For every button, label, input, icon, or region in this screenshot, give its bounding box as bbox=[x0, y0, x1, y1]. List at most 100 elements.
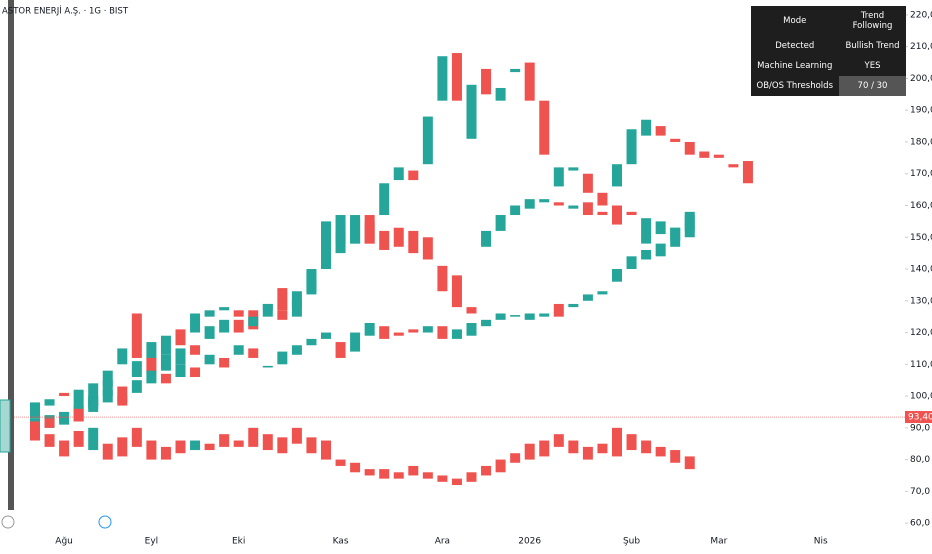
candle bbox=[510, 453, 521, 463]
candle bbox=[131, 380, 142, 393]
y-tick-label: 160,0 bbox=[910, 201, 932, 211]
x-tick-label: Kas bbox=[333, 537, 349, 547]
candle bbox=[146, 370, 157, 384]
candle bbox=[233, 310, 244, 317]
candle bbox=[131, 361, 142, 378]
candle bbox=[73, 408, 84, 422]
candle bbox=[131, 427, 142, 447]
x-tick-label: Mar bbox=[710, 537, 727, 547]
candle bbox=[102, 370, 113, 387]
y-tick-label: 80,0 bbox=[910, 455, 930, 465]
table-value: YES bbox=[864, 61, 881, 71]
y-tick-label: 130,0 bbox=[910, 296, 932, 306]
candle bbox=[393, 227, 404, 247]
candle bbox=[568, 440, 579, 454]
candle bbox=[408, 329, 419, 333]
candle bbox=[44, 418, 55, 428]
candle bbox=[262, 434, 273, 451]
candle bbox=[451, 53, 462, 101]
candle bbox=[408, 230, 419, 254]
table-row: Machine Learning YES bbox=[751, 56, 907, 76]
candle bbox=[321, 332, 331, 339]
y-tick-label: 100,0 bbox=[910, 392, 932, 402]
candle bbox=[335, 215, 346, 244]
candle bbox=[597, 291, 608, 295]
candle bbox=[379, 183, 390, 216]
candle bbox=[233, 319, 244, 333]
candle bbox=[160, 354, 171, 371]
candle bbox=[291, 300, 302, 317]
candle bbox=[510, 205, 521, 216]
candle bbox=[641, 119, 652, 136]
candle bbox=[466, 472, 477, 482]
candle bbox=[248, 316, 259, 327]
candle bbox=[539, 313, 550, 317]
d-icon bbox=[98, 515, 112, 529]
table-value: 70 / 30 bbox=[839, 76, 906, 96]
candle bbox=[117, 396, 128, 406]
candle bbox=[30, 424, 40, 441]
candle bbox=[102, 389, 113, 403]
candle bbox=[481, 465, 492, 476]
candle bbox=[88, 427, 99, 451]
candle bbox=[44, 434, 55, 447]
candle bbox=[59, 440, 70, 457]
table-value: Bullish Trend bbox=[845, 41, 900, 51]
candle bbox=[422, 237, 433, 260]
candle bbox=[175, 364, 186, 378]
price-label: 93,40 bbox=[908, 413, 932, 423]
flash-icon bbox=[1, 515, 15, 529]
candle bbox=[422, 116, 433, 165]
candle bbox=[713, 154, 724, 158]
candle bbox=[204, 354, 215, 365]
candle bbox=[277, 437, 288, 454]
candle bbox=[160, 446, 171, 460]
candle bbox=[204, 443, 215, 451]
y-tick-label: 210,0 bbox=[910, 42, 932, 52]
candle bbox=[481, 319, 492, 327]
y-tick-label: 60,0 bbox=[910, 519, 930, 529]
candle bbox=[59, 392, 70, 397]
candle bbox=[582, 173, 593, 193]
y-tick-label: 120,0 bbox=[910, 328, 932, 338]
candle bbox=[495, 87, 506, 101]
left-bar bbox=[8, 0, 14, 510]
candle bbox=[277, 351, 288, 365]
candle bbox=[262, 303, 273, 317]
candle bbox=[233, 440, 244, 447]
candle bbox=[582, 294, 593, 301]
candle bbox=[451, 478, 462, 485]
candle bbox=[597, 211, 608, 216]
candle bbox=[175, 329, 186, 346]
candle bbox=[684, 215, 695, 231]
candle bbox=[597, 192, 608, 206]
candle bbox=[437, 56, 448, 101]
candle bbox=[146, 342, 157, 362]
candle bbox=[437, 326, 448, 339]
candle bbox=[393, 472, 404, 479]
candle bbox=[408, 170, 419, 181]
candle bbox=[88, 399, 99, 412]
candle bbox=[495, 313, 506, 320]
candle bbox=[379, 230, 390, 250]
candle bbox=[655, 221, 666, 235]
y-tick-label: 90,0 bbox=[910, 423, 930, 433]
table-key: Machine Learning bbox=[757, 61, 833, 71]
candle bbox=[117, 437, 128, 457]
candle bbox=[102, 443, 113, 460]
candle bbox=[248, 427, 259, 447]
candle bbox=[306, 272, 317, 292]
candle bbox=[451, 275, 462, 308]
candle bbox=[612, 205, 622, 225]
candle bbox=[553, 202, 564, 206]
candle bbox=[190, 345, 201, 355]
candle bbox=[219, 307, 230, 311]
candle bbox=[481, 230, 492, 247]
candle bbox=[408, 465, 419, 476]
candle bbox=[306, 338, 317, 346]
candle bbox=[626, 256, 637, 270]
candle bbox=[466, 307, 477, 314]
candle bbox=[102, 380, 113, 397]
